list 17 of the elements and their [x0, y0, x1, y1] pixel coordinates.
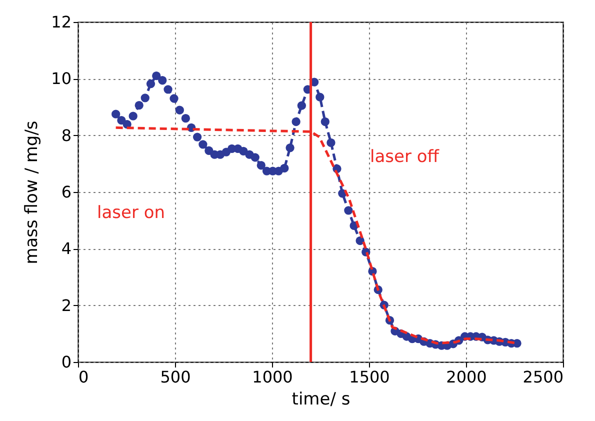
y-tick-label: 2: [61, 296, 72, 315]
annotation: laser on: [97, 203, 166, 223]
y-tick-label: 12: [51, 12, 72, 32]
x-tick-label: 500: [160, 368, 191, 386]
x-tick-label: 1000: [252, 368, 293, 386]
y-tick-label: 4: [61, 239, 72, 258]
y-tick-label: 6: [61, 182, 72, 202]
x-tick-label: 1500: [349, 368, 390, 386]
x-tick-label: 2500: [522, 368, 564, 386]
x-tick-label: 0: [78, 368, 89, 386]
x-tick-label: 2000: [446, 368, 487, 386]
x-axis-title: time/ s: [292, 390, 350, 410]
y-tick-label: 0: [61, 352, 72, 372]
y-tick-label: 10: [51, 69, 72, 88]
annotation: laser off: [370, 147, 440, 167]
y-axis-title: mass flow / mg/s: [22, 120, 42, 264]
y-tick-label: 8: [61, 126, 72, 145]
